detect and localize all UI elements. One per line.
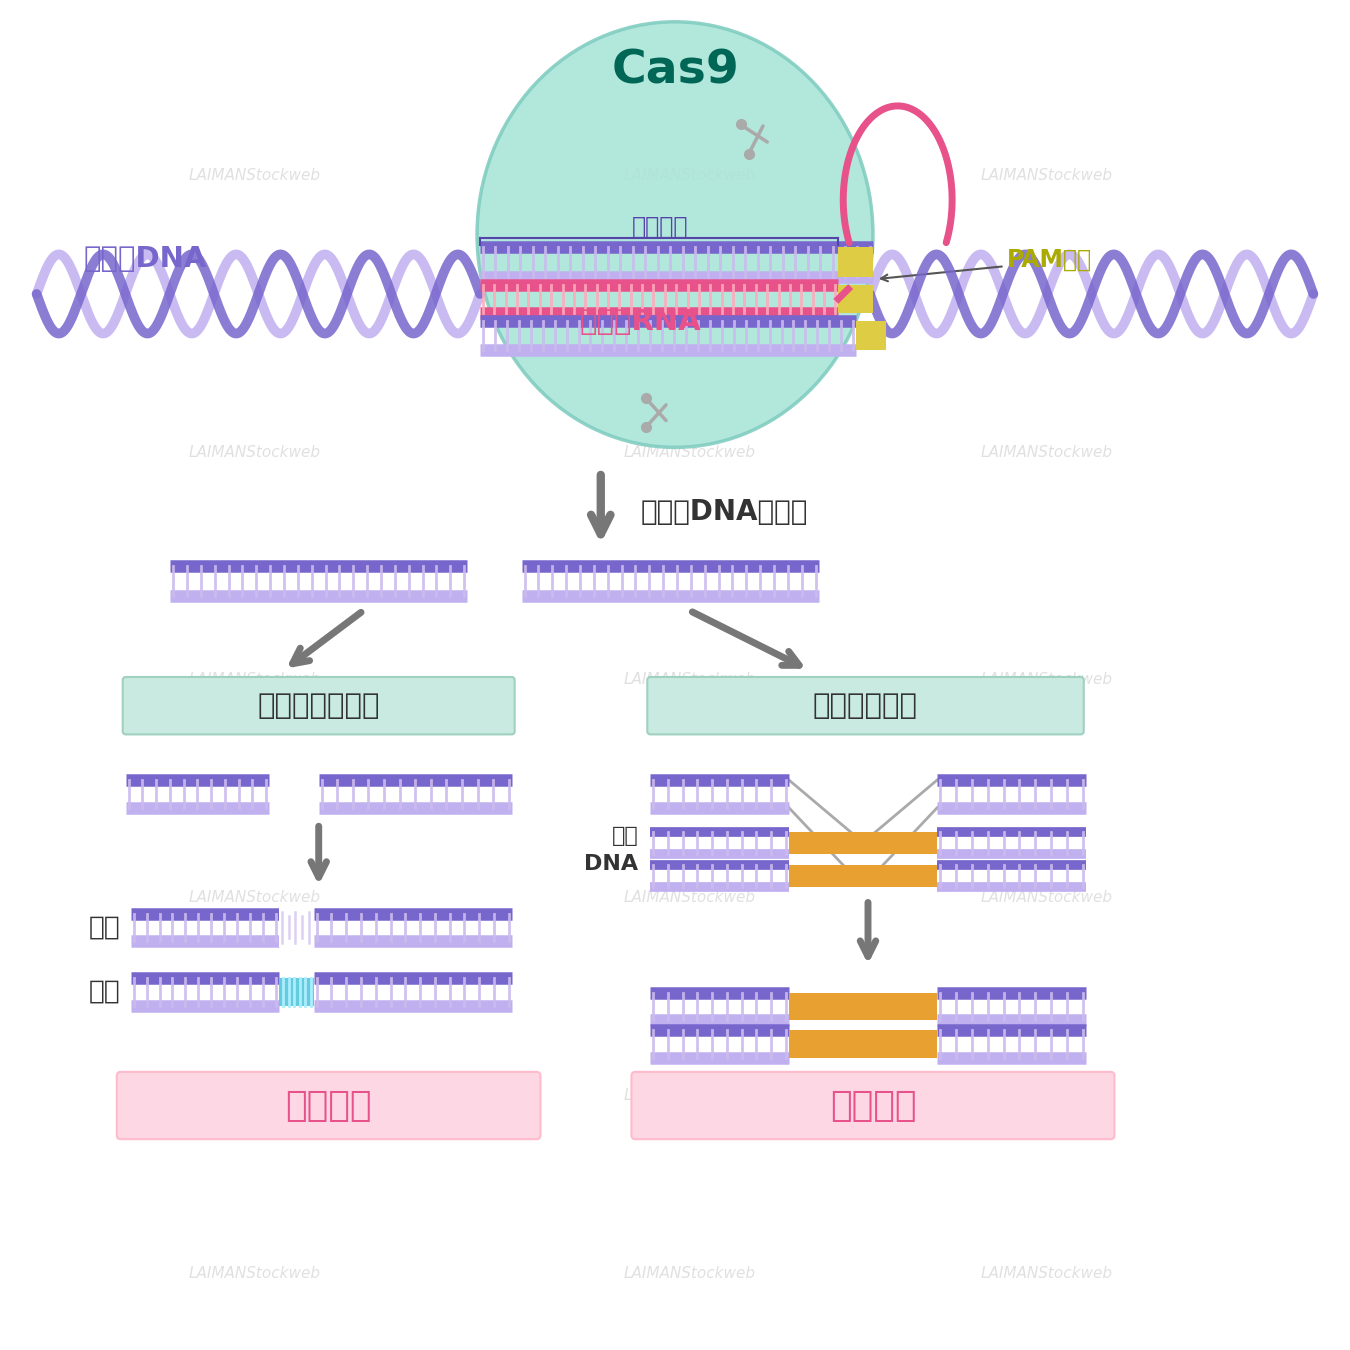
Text: 相同組み換え: 相同組み換え	[813, 691, 918, 720]
Text: LAIMANStockweb: LAIMANStockweb	[624, 672, 756, 687]
Text: LAIMANStockweb: LAIMANStockweb	[624, 1266, 756, 1281]
Text: 鍵型
DNA: 鍵型 DNA	[585, 826, 639, 875]
Bar	[788, 865, 937, 887]
Text: LAIMANStockweb: LAIMANStockweb	[624, 167, 756, 182]
Text: LAIMANStockweb: LAIMANStockweb	[980, 1088, 1112, 1103]
Bar	[838, 285, 873, 313]
FancyBboxPatch shape	[632, 1072, 1115, 1139]
FancyBboxPatch shape	[123, 676, 514, 734]
Text: LAIMANStockweb: LAIMANStockweb	[980, 444, 1112, 460]
Text: ガイドRNA: ガイドRNA	[579, 308, 701, 336]
Bar	[856, 321, 886, 351]
Text: LAIMANStockweb: LAIMANStockweb	[980, 167, 1112, 182]
Text: Cas9: Cas9	[612, 49, 738, 93]
Bar	[838, 247, 873, 277]
Text: LAIMANStockweb: LAIMANStockweb	[980, 890, 1112, 906]
Text: ゲノムDNAの切断: ゲノムDNAの切断	[640, 498, 807, 525]
Text: LAIMANStockweb: LAIMANStockweb	[189, 1088, 320, 1103]
Bar	[279, 977, 313, 1006]
Text: LAIMANStockweb: LAIMANStockweb	[189, 1266, 320, 1281]
Text: PAM配列: PAM配列	[1007, 247, 1092, 271]
Text: 機能獲得: 機能獲得	[830, 1088, 917, 1122]
Bar	[279, 907, 313, 948]
Text: LAIMANStockweb: LAIMANStockweb	[189, 444, 320, 460]
Text: 非相同末端結合: 非相同末端結合	[258, 691, 379, 720]
Text: 標的配列: 標的配列	[632, 215, 688, 239]
Text: LAIMANStockweb: LAIMANStockweb	[624, 890, 756, 906]
Bar	[788, 1030, 937, 1058]
Ellipse shape	[477, 22, 873, 447]
Text: LAIMANStockweb: LAIMANStockweb	[189, 167, 320, 182]
Text: LAIMANStockweb: LAIMANStockweb	[189, 890, 320, 906]
FancyBboxPatch shape	[647, 676, 1084, 734]
FancyBboxPatch shape	[117, 1072, 540, 1139]
Text: 挡入: 挡入	[89, 979, 120, 1004]
Text: LAIMANStockweb: LAIMANStockweb	[189, 672, 320, 687]
Bar	[788, 833, 937, 855]
Text: LAIMANStockweb: LAIMANStockweb	[980, 1266, 1112, 1281]
Text: LAIMANStockweb: LAIMANStockweb	[624, 1088, 756, 1103]
Text: ゲノムDNA: ゲノムDNA	[84, 246, 207, 273]
Text: 機能喪失: 機能喪失	[285, 1088, 371, 1122]
Text: LAIMANStockweb: LAIMANStockweb	[624, 444, 756, 460]
Text: 欠失: 欠失	[89, 914, 120, 941]
Text: LAIMANStockweb: LAIMANStockweb	[980, 672, 1112, 687]
Bar	[788, 992, 937, 1021]
